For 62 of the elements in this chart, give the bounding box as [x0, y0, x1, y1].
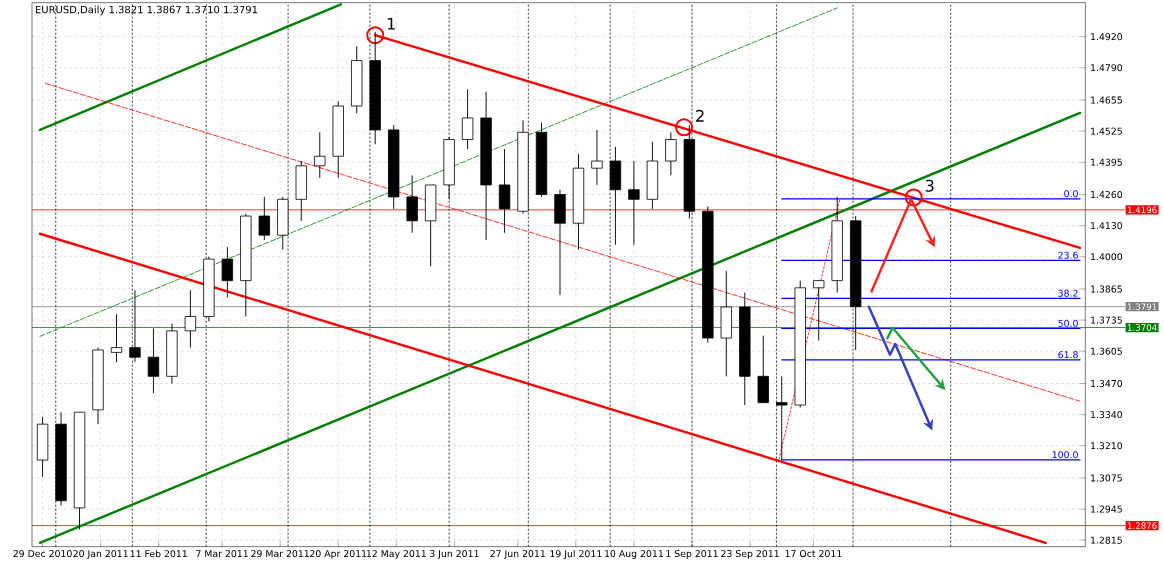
x-tick-label: 29 Mar 2011 — [251, 550, 309, 558]
ref-line-label: 1.3704 — [1127, 324, 1157, 331]
y-tick-label: 1.4655 — [1091, 96, 1122, 104]
series-label: 50.0 — [1058, 320, 1078, 328]
candlestick — [406, 175, 418, 234]
x-tick-label: 20 Jan 2011 — [73, 550, 128, 559]
y-tick-label: 1.4790 — [1091, 64, 1123, 72]
y-tick-label: 1.4130 — [1091, 222, 1123, 230]
x-tick-label: 17 Oct 2011 — [785, 550, 842, 558]
y-tick-label: 1.4525 — [1091, 127, 1122, 135]
x-tick-label: 23 Sep 2011 — [721, 550, 779, 560]
y-tick-label: 1.3865 — [1091, 285, 1122, 293]
x-tick-label: 1 Sep 2011 — [666, 550, 718, 560]
candlestick — [776, 376, 788, 461]
series-label: 0.0 — [1064, 190, 1078, 198]
y-tick-label: 1.4920 — [1091, 33, 1123, 41]
candlestick — [591, 129, 603, 186]
point — [675, 118, 694, 137]
annotation: 1 — [387, 18, 395, 30]
x-tick-label: 3 Jun 2011 — [430, 550, 479, 559]
chart-title: EURUSD,Daily 1.3821 1.3867 1.3710 1.3791 — [35, 5, 258, 16]
x-tick-label: 12 May 2011 — [366, 550, 426, 560]
y-tick-label: 1.3605 — [1091, 347, 1122, 355]
ref-line-label: 1.3791 — [1127, 303, 1157, 311]
candlestick — [314, 132, 326, 179]
candlestick — [147, 328, 160, 394]
annotation: 2 — [696, 109, 704, 122]
y-tick-label: 1.4000 — [1091, 253, 1123, 261]
y-tick-label: 1.3075 — [1091, 474, 1122, 482]
candlestick — [110, 313, 123, 363]
x-tick-label: 10 Aug 2011 — [605, 550, 663, 560]
y-tick-label: 1.4395 — [1091, 158, 1122, 166]
candlestick — [813, 280, 825, 342]
ref-line-label: 1.2876 — [1127, 522, 1157, 530]
y-tick-label: 1.3470 — [1091, 380, 1123, 388]
series-label: 100.0 — [1052, 451, 1078, 459]
y-tick-label: 1.2945 — [1091, 505, 1122, 513]
y-tick-label: 1.3340 — [1091, 411, 1123, 419]
series-label: 23.6 — [1058, 251, 1078, 259]
x-tick-label: 29 Dec 2010 — [13, 550, 72, 558]
y-tick-label: 1.3735 — [1091, 316, 1122, 324]
candlestick — [498, 148, 511, 234]
candlestick — [221, 246, 234, 299]
x-tick-label: 11 Feb 2011 — [130, 550, 187, 558]
candlestick — [665, 132, 677, 177]
x-tick-label: 20 Apr 2011 — [310, 550, 367, 560]
point — [366, 26, 385, 45]
candlestick — [628, 160, 640, 246]
candlestick — [184, 289, 197, 349]
candlestick — [258, 196, 270, 241]
x-tick-label: 7 Mar 2011 — [196, 550, 248, 558]
y-tick-label: 1.2815 — [1091, 536, 1122, 544]
series-label: 38.2 — [1058, 289, 1078, 297]
x-tick-label: 27 Jun 2011 — [490, 550, 545, 559]
x-tick-label: 19 Jul 2011 — [550, 550, 602, 560]
point — [904, 188, 923, 207]
annotation: 3 — [925, 179, 934, 192]
ref-line-label: 1.4196 — [1127, 206, 1157, 214]
candlestick — [461, 88, 474, 150]
y-tick-label: 1.3210 — [1091, 442, 1123, 450]
series-label: 61.8 — [1058, 351, 1078, 359]
y-tick-label: 1.4260 — [1091, 191, 1123, 199]
